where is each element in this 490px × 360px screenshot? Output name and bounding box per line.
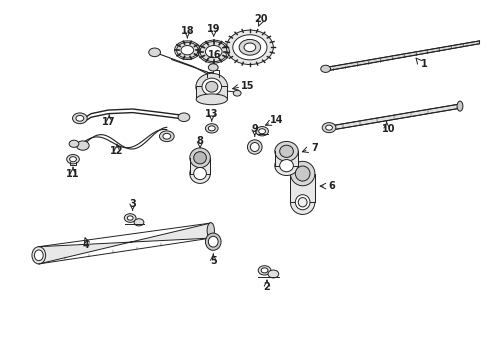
Text: 10: 10 xyxy=(382,124,396,134)
Ellipse shape xyxy=(457,101,463,111)
Text: 19: 19 xyxy=(207,24,220,35)
Circle shape xyxy=(178,113,190,122)
Text: 8: 8 xyxy=(196,136,203,146)
Circle shape xyxy=(268,270,279,278)
Circle shape xyxy=(326,125,332,130)
Ellipse shape xyxy=(190,148,210,168)
Circle shape xyxy=(256,127,269,136)
Polygon shape xyxy=(39,223,211,264)
Ellipse shape xyxy=(275,156,298,176)
Circle shape xyxy=(134,219,144,226)
Circle shape xyxy=(124,214,136,222)
Ellipse shape xyxy=(275,141,298,161)
Ellipse shape xyxy=(194,152,206,164)
Text: 16: 16 xyxy=(208,50,221,60)
Circle shape xyxy=(70,157,76,162)
Ellipse shape xyxy=(196,73,228,100)
Circle shape xyxy=(226,30,273,64)
Circle shape xyxy=(205,45,222,58)
Text: 7: 7 xyxy=(311,143,318,153)
Text: 5: 5 xyxy=(210,256,217,266)
Ellipse shape xyxy=(295,195,310,210)
Bar xyxy=(275,151,298,166)
Text: 12: 12 xyxy=(110,146,124,156)
Ellipse shape xyxy=(208,236,218,247)
Ellipse shape xyxy=(247,140,262,154)
Circle shape xyxy=(208,64,218,71)
Circle shape xyxy=(205,124,218,133)
Text: 11: 11 xyxy=(66,169,80,179)
Circle shape xyxy=(73,113,87,124)
Circle shape xyxy=(163,134,171,139)
Ellipse shape xyxy=(207,223,215,238)
Text: 18: 18 xyxy=(180,26,194,36)
Ellipse shape xyxy=(291,190,315,215)
Circle shape xyxy=(69,140,79,147)
Text: 13: 13 xyxy=(205,109,219,119)
Text: 1: 1 xyxy=(421,59,428,69)
Ellipse shape xyxy=(291,161,315,186)
Circle shape xyxy=(76,141,89,150)
Ellipse shape xyxy=(190,164,210,183)
Circle shape xyxy=(322,123,336,133)
Text: 4: 4 xyxy=(83,239,90,249)
Ellipse shape xyxy=(194,167,206,180)
Polygon shape xyxy=(328,41,480,71)
Ellipse shape xyxy=(280,145,294,157)
Ellipse shape xyxy=(250,143,259,152)
Text: 9: 9 xyxy=(251,124,258,134)
Circle shape xyxy=(233,35,267,60)
Bar xyxy=(190,158,210,174)
Text: 17: 17 xyxy=(102,117,116,127)
Ellipse shape xyxy=(196,94,227,105)
Ellipse shape xyxy=(34,250,43,261)
Circle shape xyxy=(67,154,79,164)
Circle shape xyxy=(261,268,268,273)
Circle shape xyxy=(259,129,266,134)
Bar xyxy=(196,86,227,99)
Text: 14: 14 xyxy=(270,115,284,125)
Circle shape xyxy=(244,43,256,51)
Text: 6: 6 xyxy=(329,181,335,191)
Ellipse shape xyxy=(298,198,307,207)
Circle shape xyxy=(159,131,174,141)
Circle shape xyxy=(149,48,160,57)
Text: 2: 2 xyxy=(264,282,270,292)
Circle shape xyxy=(127,216,133,220)
Ellipse shape xyxy=(202,78,221,95)
Ellipse shape xyxy=(206,81,218,92)
Text: 20: 20 xyxy=(254,14,268,24)
Circle shape xyxy=(258,266,271,275)
Text: 3: 3 xyxy=(129,199,136,209)
Circle shape xyxy=(239,40,261,55)
Polygon shape xyxy=(333,104,460,130)
Bar xyxy=(291,174,315,202)
Ellipse shape xyxy=(32,247,46,264)
Circle shape xyxy=(176,42,198,58)
Circle shape xyxy=(208,126,215,131)
Ellipse shape xyxy=(280,159,294,172)
Circle shape xyxy=(76,116,84,121)
Circle shape xyxy=(181,45,194,55)
Ellipse shape xyxy=(205,233,221,250)
Circle shape xyxy=(233,90,241,96)
Circle shape xyxy=(200,41,227,62)
Circle shape xyxy=(321,65,331,72)
Ellipse shape xyxy=(295,166,310,181)
Text: 15: 15 xyxy=(241,81,254,91)
